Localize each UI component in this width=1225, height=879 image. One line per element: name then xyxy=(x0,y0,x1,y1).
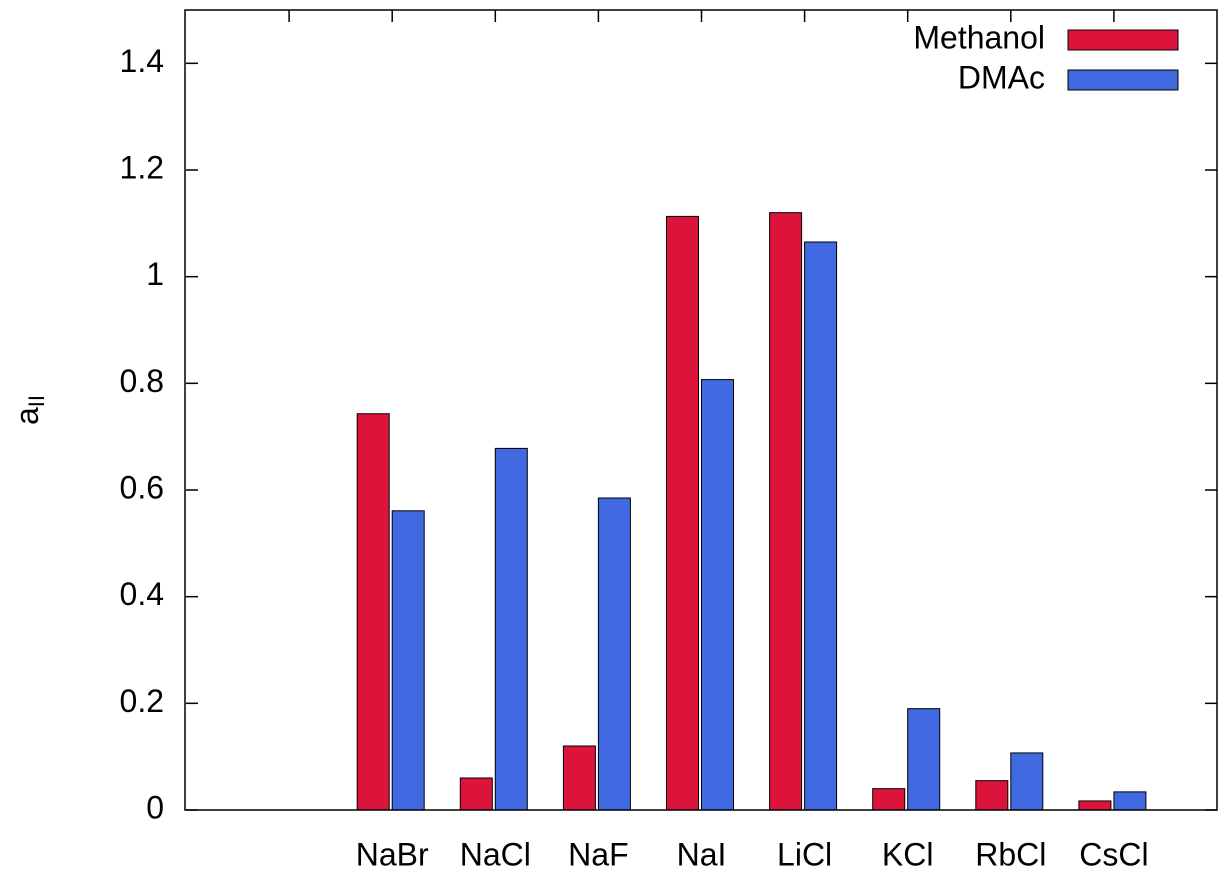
bar xyxy=(391,510,425,811)
bar xyxy=(459,777,493,811)
bar xyxy=(907,708,941,811)
y-label-sub: II xyxy=(24,395,49,407)
bar xyxy=(804,241,838,811)
y-tick-label: 0.4 xyxy=(120,576,164,612)
legend-label: Methanol xyxy=(913,19,1045,55)
bar xyxy=(975,780,1009,811)
x-tick-label: NaF xyxy=(568,836,628,872)
x-tick-label: RbCl xyxy=(975,836,1046,872)
bar xyxy=(356,413,390,811)
bar xyxy=(666,215,699,811)
bar xyxy=(562,745,596,811)
bar xyxy=(1010,752,1044,811)
legend-label: DMAc xyxy=(958,59,1045,95)
y-label-main: a xyxy=(9,407,45,425)
y-axis-label: aII xyxy=(9,395,48,425)
x-tick-label: NaCl xyxy=(460,836,531,872)
x-tick-label: CsCl xyxy=(1079,836,1148,872)
y-tick-label: 1.4 xyxy=(120,43,164,79)
bar xyxy=(597,497,631,811)
plot-frame xyxy=(184,9,1218,811)
y-tick-label: 0.2 xyxy=(120,683,164,719)
bar xyxy=(494,447,528,811)
y-tick-label: 0.8 xyxy=(120,363,164,399)
bar xyxy=(769,212,803,811)
x-tick-label: KCl xyxy=(882,836,934,872)
legend-swatch xyxy=(1067,29,1179,51)
bar xyxy=(872,788,906,811)
x-tick-label: LiCl xyxy=(777,836,832,872)
y-tick-label: 1 xyxy=(146,256,164,292)
legend-swatch xyxy=(1067,69,1179,91)
x-tick-label: NaBr xyxy=(356,836,429,872)
x-tick-label: NaI xyxy=(677,836,727,872)
y-tick-label: 0 xyxy=(146,789,164,825)
bar xyxy=(1078,800,1112,811)
y-tick-label: 1.2 xyxy=(120,149,164,185)
y-tick-label: 0.6 xyxy=(120,469,164,505)
bar xyxy=(1113,791,1147,811)
bar xyxy=(701,379,734,811)
